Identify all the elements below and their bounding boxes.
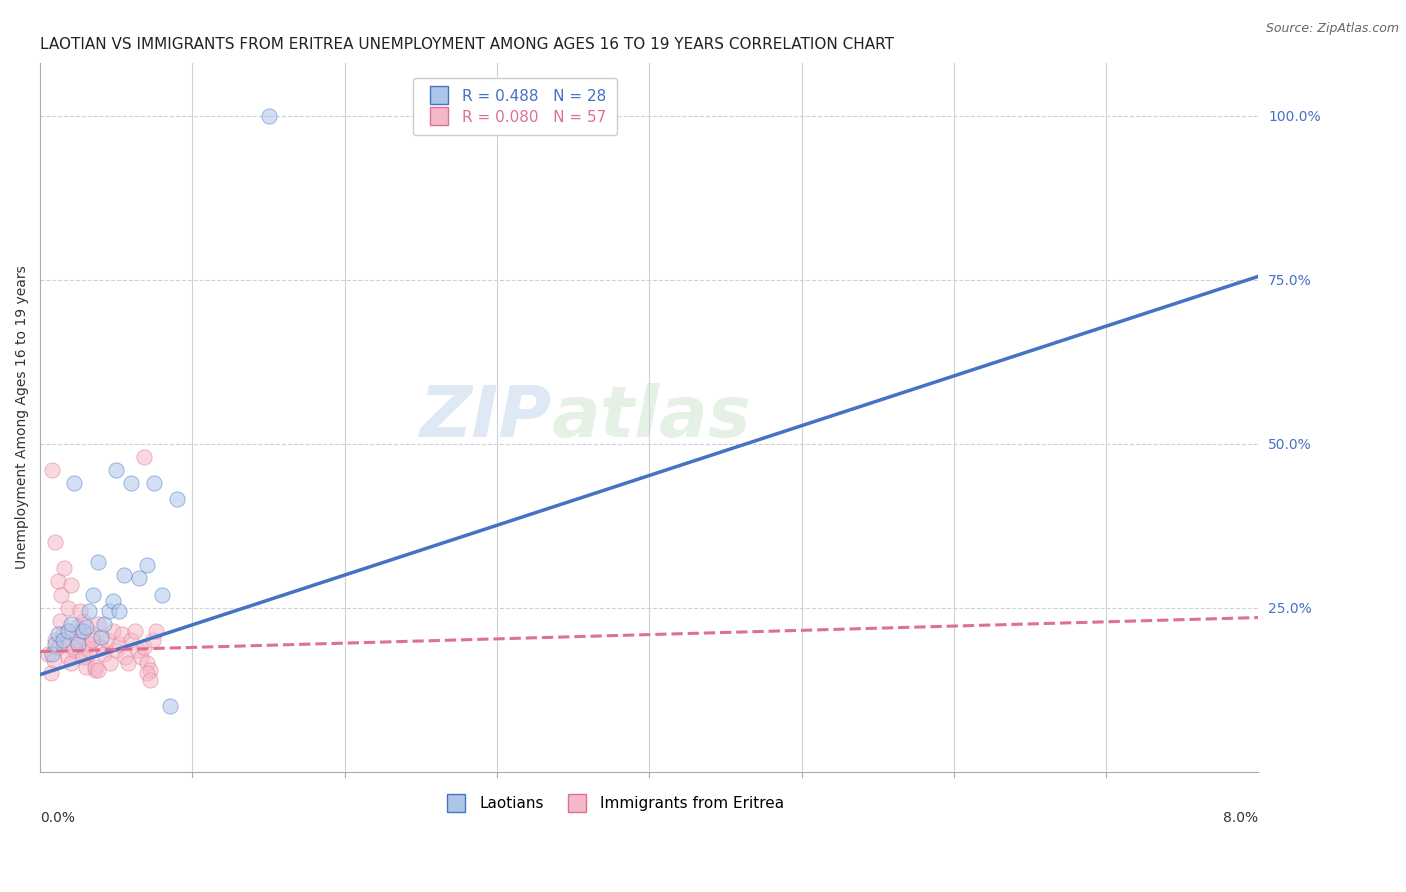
Text: atlas: atlas	[551, 383, 752, 452]
Point	[139, 673, 162, 687]
Point	[142, 633, 165, 648]
Point	[117, 657, 139, 671]
Point	[66, 633, 89, 648]
Text: ZIP: ZIP	[419, 383, 551, 452]
Point	[77, 637, 100, 651]
Point	[87, 663, 110, 677]
Point	[51, 588, 73, 602]
Point	[72, 624, 94, 638]
Point	[114, 649, 136, 664]
Point	[75, 649, 97, 664]
Point	[56, 600, 79, 615]
Point	[59, 657, 82, 671]
Point	[84, 663, 107, 677]
Point	[41, 463, 63, 477]
Point	[42, 653, 65, 667]
Point	[53, 561, 76, 575]
Point	[143, 476, 166, 491]
Point	[53, 637, 76, 651]
Point	[39, 666, 62, 681]
Point	[48, 574, 70, 589]
Point	[87, 617, 110, 632]
Point	[105, 463, 128, 477]
Point	[105, 643, 128, 657]
Point	[159, 699, 181, 714]
Point	[128, 571, 150, 585]
Point	[59, 578, 82, 592]
Text: Source: ZipAtlas.com: Source: ZipAtlas.com	[1265, 22, 1399, 36]
Point	[44, 535, 66, 549]
Y-axis label: Unemployment Among Ages 16 to 19 years: Unemployment Among Ages 16 to 19 years	[15, 266, 30, 569]
Point	[124, 624, 146, 638]
Point	[49, 614, 72, 628]
Point	[87, 555, 110, 569]
Point	[103, 624, 125, 638]
Text: 8.0%: 8.0%	[1223, 811, 1258, 825]
Point	[93, 617, 115, 632]
Point	[75, 659, 97, 673]
Text: 0.0%: 0.0%	[41, 811, 75, 825]
Point	[48, 627, 70, 641]
Point	[139, 663, 162, 677]
Text: LAOTIAN VS IMMIGRANTS FROM ERITREA UNEMPLOYMENT AMONG AGES 16 TO 19 YEARS CORREL: LAOTIAN VS IMMIGRANTS FROM ERITREA UNEMP…	[41, 37, 894, 53]
Point	[121, 633, 143, 648]
Point	[84, 659, 107, 673]
Point	[44, 633, 66, 648]
Point	[121, 476, 143, 491]
Point	[90, 640, 112, 654]
Legend: Laotians, Immigrants from Eritrea: Laotians, Immigrants from Eritrea	[434, 790, 790, 817]
Point	[48, 640, 70, 654]
Point	[108, 637, 131, 651]
Point	[150, 588, 173, 602]
Point	[82, 588, 104, 602]
Point	[93, 647, 115, 661]
Point	[80, 627, 103, 641]
Point	[98, 657, 121, 671]
Point	[112, 568, 135, 582]
Point	[52, 627, 75, 641]
Point	[56, 649, 79, 664]
Point	[103, 594, 125, 608]
Point	[62, 643, 84, 657]
Point	[97, 604, 120, 618]
Point	[62, 640, 84, 654]
Point	[132, 450, 155, 464]
Point	[129, 649, 152, 664]
Point	[75, 620, 97, 634]
Point	[135, 657, 157, 671]
Point	[127, 643, 149, 657]
Point	[52, 633, 75, 648]
Point	[44, 637, 66, 651]
Point	[67, 637, 90, 651]
Point	[69, 604, 91, 618]
Point	[135, 666, 157, 681]
Point	[72, 614, 94, 628]
Point	[166, 492, 188, 507]
Point	[77, 643, 100, 657]
Point	[135, 558, 157, 572]
Point	[80, 633, 103, 648]
Point	[96, 633, 118, 648]
Point	[56, 624, 79, 638]
Point	[69, 624, 91, 638]
Point	[108, 604, 131, 618]
Point	[77, 604, 100, 618]
Point	[41, 647, 63, 661]
Point	[37, 647, 59, 661]
Point	[257, 109, 280, 123]
Point	[62, 476, 84, 491]
Point	[145, 624, 167, 638]
Point	[90, 630, 112, 644]
Point	[132, 640, 155, 654]
Point	[72, 649, 94, 664]
Point	[59, 617, 82, 632]
Point	[111, 627, 134, 641]
Point	[66, 620, 89, 634]
